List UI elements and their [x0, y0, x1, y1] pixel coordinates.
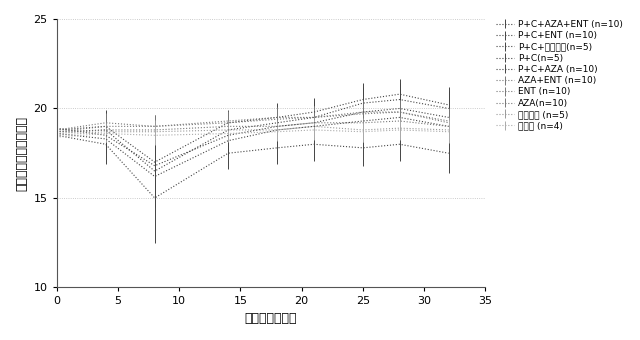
Y-axis label: マウス体重（グラム）: マウス体重（グラム）: [15, 116, 28, 191]
Legend: P+C+AZA+ENT (n=10), P+C+ENT (n=10), P+C+ビヒクル(n=5), P+C(n=5), P+C+AZA (n=10), AZA: P+C+AZA+ENT (n=10), P+C+ENT (n=10), P+C+…: [494, 18, 625, 132]
X-axis label: 日数（治療後）: 日数（治療後）: [244, 312, 298, 325]
